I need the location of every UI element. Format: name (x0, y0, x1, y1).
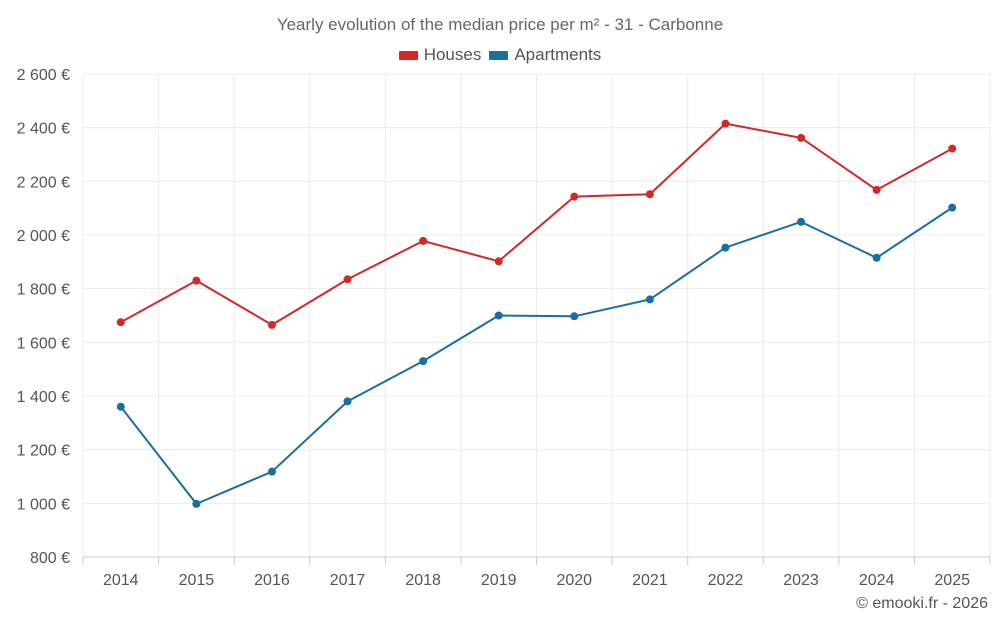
y-tick-label: 1 800 € (17, 282, 70, 299)
y-tick-label: 2 600 € (17, 67, 70, 84)
data-point-apartments (570, 312, 579, 321)
data-point-houses (721, 119, 730, 128)
data-point-houses (494, 257, 503, 266)
data-point-houses (267, 320, 276, 329)
x-tick-label: 2019 (481, 572, 517, 589)
data-point-houses (948, 144, 957, 153)
legend-item-houses[interactable]: Houses (398, 45, 482, 65)
data-point-apartments (872, 253, 881, 262)
chart-title: Yearly evolution of the median price per… (276, 15, 724, 34)
y-tick-label: 1 400 € (17, 389, 70, 406)
y-tick-label: 1 600 € (17, 335, 70, 352)
series-line-houses (120, 122, 953, 326)
series-line-apartments (120, 206, 953, 505)
data-point-houses (116, 318, 125, 327)
data-point-houses (872, 185, 881, 194)
y-tick-label: 2 200 € (17, 174, 70, 191)
data-point-apartments (116, 402, 125, 411)
data-point-houses (419, 236, 428, 245)
data-point-apartments (192, 499, 201, 508)
credit-text: © emooki.fr - 2026 (856, 595, 988, 612)
legend-swatch-apartments (489, 50, 509, 60)
legend-label-houses: Houses (423, 45, 482, 64)
x-tick-label: 2025 (934, 572, 970, 589)
legend-label-apartments: Apartments (514, 45, 602, 64)
y-tick-label: 2 000 € (17, 228, 70, 245)
x-tick-label: 2022 (708, 572, 744, 589)
data-point-apartments (343, 397, 352, 406)
data-point-apartments (494, 311, 503, 320)
chart-legend: Houses Apartments (0, 45, 1000, 65)
x-tick-label: 2016 (254, 572, 290, 589)
data-point-apartments (721, 243, 730, 252)
data-point-houses (570, 192, 579, 201)
legend-item-apartments[interactable]: Apartments (489, 45, 601, 65)
data-point-apartments (267, 467, 276, 476)
y-tick-label: 1 000 € (17, 496, 70, 513)
data-point-houses (797, 133, 806, 142)
data-point-apartments (797, 217, 806, 226)
y-tick-label: 2 400 € (17, 121, 70, 138)
x-tick-label: 2015 (179, 572, 215, 589)
x-tick-label: 2014 (103, 572, 139, 589)
x-tick-label: 2021 (632, 572, 668, 589)
data-point-apartments (645, 295, 654, 304)
y-tick-label: 1 200 € (17, 443, 70, 460)
x-tick-label: 2023 (783, 572, 819, 589)
data-point-apartments (948, 203, 957, 212)
legend-swatch-houses (398, 50, 418, 60)
data-point-houses (343, 275, 352, 284)
data-point-apartments (419, 357, 428, 366)
x-tick-label: 2024 (859, 572, 895, 589)
x-tick-label: 2017 (330, 572, 366, 589)
x-tick-label: 2020 (556, 572, 592, 589)
data-point-houses (645, 190, 654, 199)
y-tick-label: 800 € (30, 550, 70, 567)
x-tick-label: 2018 (405, 572, 441, 589)
data-point-houses (192, 276, 201, 285)
